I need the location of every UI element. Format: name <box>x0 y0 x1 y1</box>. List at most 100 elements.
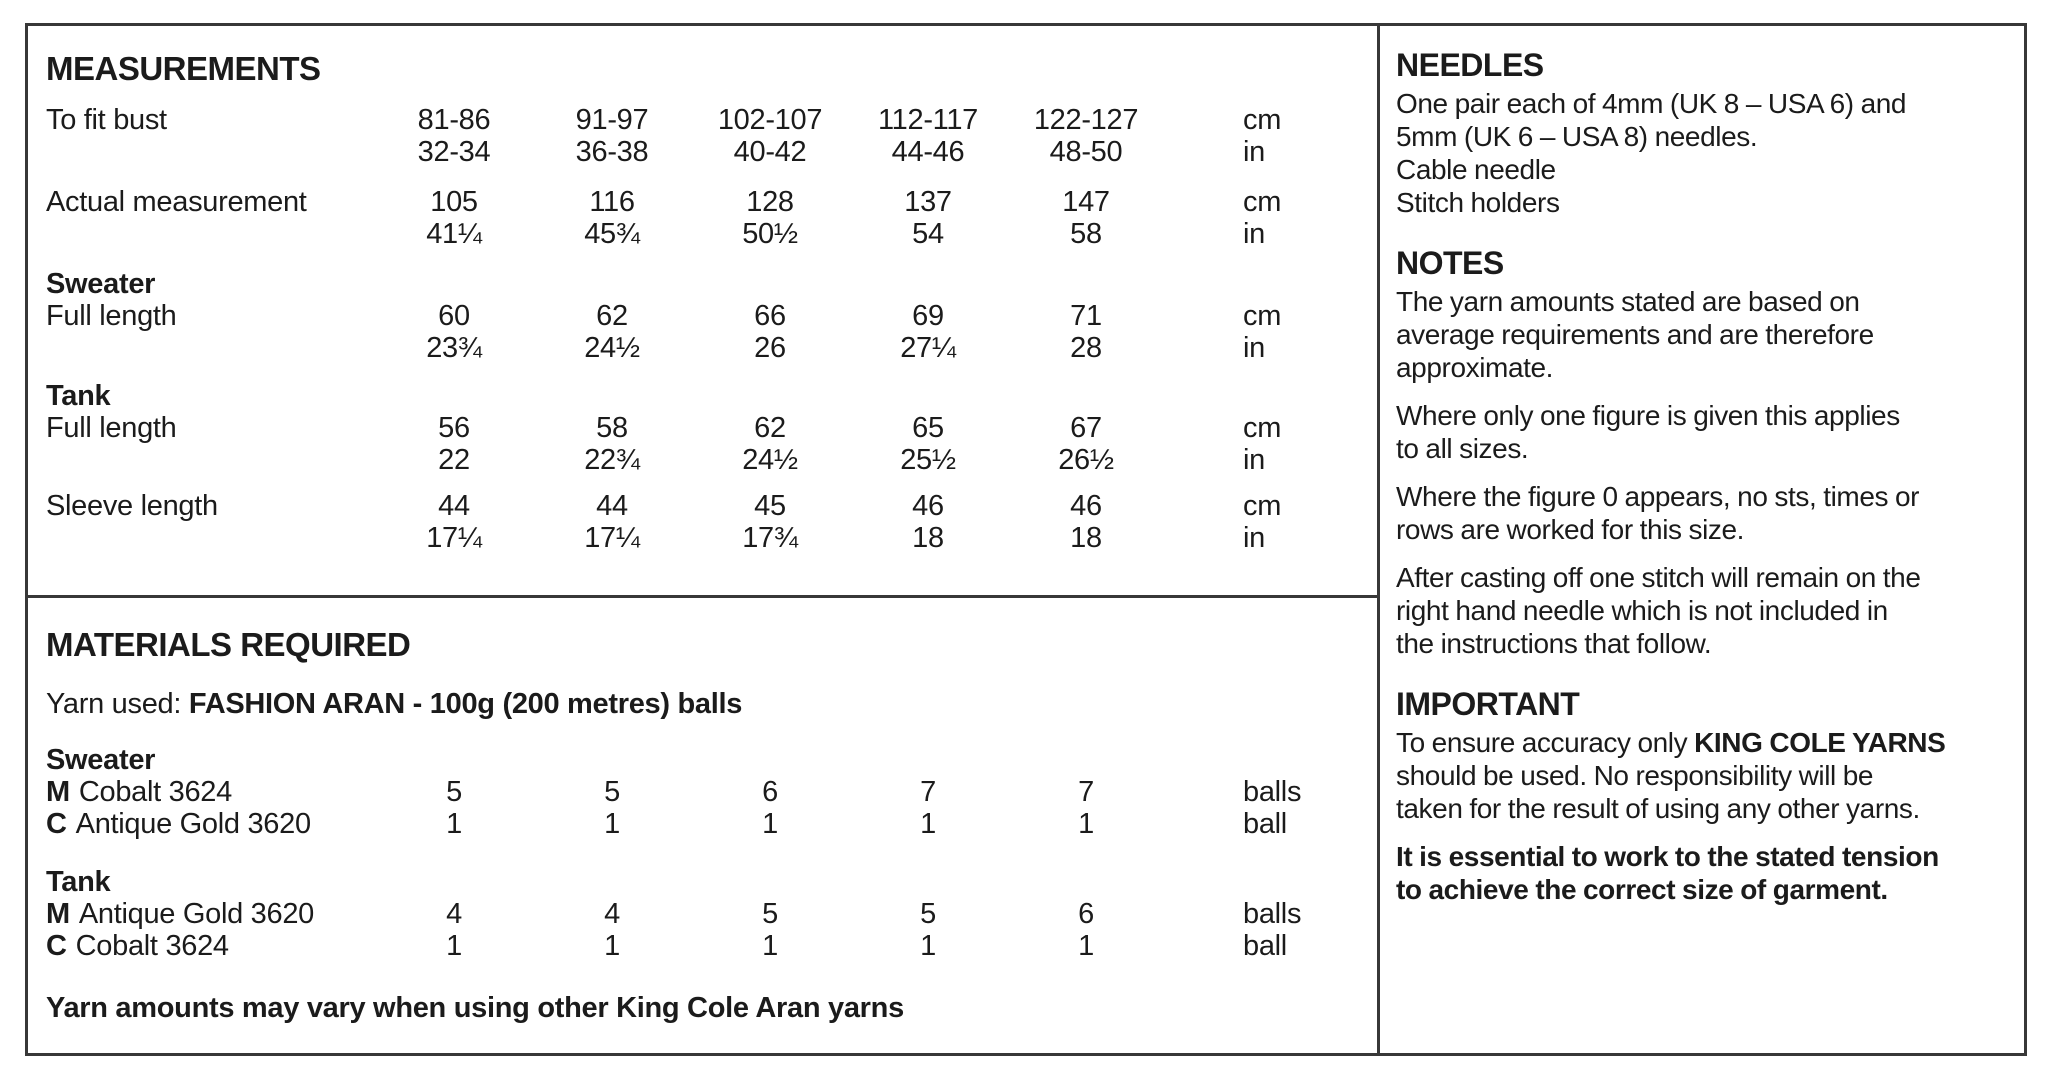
value-cell: 44 <box>438 490 470 522</box>
value-cell: 105 <box>430 186 478 218</box>
row-label-spacer <box>46 136 375 168</box>
materials-section: MATERIALS REQUIRED Yarn used: FASHION AR… <box>28 595 1377 1053</box>
yarn-code: C <box>46 808 67 840</box>
value-cell: 6 <box>762 776 778 808</box>
yarn-row-label: C Cobalt 3624 <box>46 930 375 962</box>
important-title: IMPORTANT <box>1396 686 1580 722</box>
measurement-line-cm: Actual measurement 105 116 128 137 147 c… <box>46 186 1377 218</box>
unit-label-in: in <box>1243 136 1265 168</box>
yarn-row-label: M Cobalt 3624 <box>46 776 375 808</box>
value-cell: 27¼ <box>900 332 956 364</box>
measurement-line-cm: Full length 60 62 66 69 71 cm <box>46 300 1377 332</box>
value-cell: 62 <box>754 412 786 444</box>
important-accuracy-paragraph: To ensure accuracy only KING COLE YARNS … <box>1396 726 2010 825</box>
notes-paragraph: Where the figure 0 appears, no sts, time… <box>1396 481 1920 545</box>
garment-subhead: Sweater <box>46 744 156 776</box>
value-cell: 5 <box>446 776 462 808</box>
row-label-spacer <box>46 218 375 250</box>
notes-paragraph: After casting off one stitch will remain… <box>1396 562 1921 659</box>
yarn-code: M <box>46 776 70 808</box>
measurement-line-in: 22 22¾ 24½ 25½ 26½ in <box>46 444 1377 476</box>
yarn-variation-footnote: Yarn amounts may vary when using other K… <box>46 992 904 1024</box>
measurement-row-tank-length: Tank Full length 56 58 62 65 67 cm 22 22… <box>46 380 1377 476</box>
value-cell: 1 <box>446 930 462 962</box>
value-cell: 1 <box>920 808 936 840</box>
measurement-row-actual: Actual measurement 105 116 128 137 147 c… <box>46 186 1377 250</box>
measurement-row-sweater-length: Sweater Full length 60 62 66 69 71 cm 23… <box>46 268 1377 364</box>
pattern-sheet-frame: MEASUREMENTS To fit bust 81-86 91-97 102… <box>25 23 2027 1056</box>
value-cell: 18 <box>912 522 944 554</box>
row-label-spacer <box>46 444 375 476</box>
value-cell: 67 <box>1070 412 1102 444</box>
info-pane: NEEDLES One pair each of 4mm (UK 8 – USA… <box>1377 26 2024 1053</box>
value-cell: 17¾ <box>742 522 798 554</box>
notes-paragraph: Where only one figure is given this appl… <box>1396 400 1900 464</box>
value-cell: 81-86 <box>417 104 491 136</box>
unit-label-in: in <box>1243 218 1265 250</box>
materials-row: C Antique Gold 3620 1 1 1 1 1 ball <box>46 808 1377 840</box>
value-cell: 71 <box>1070 300 1102 332</box>
value-cell: 45¾ <box>584 218 640 250</box>
unit-label-in: in <box>1243 522 1265 554</box>
yarn-shade-name: Cobalt 3624 <box>78 776 232 808</box>
unit-label-ball: ball <box>1243 930 1287 962</box>
value-cell: 102-107 <box>717 104 823 136</box>
measurements-title: MEASUREMENTS <box>46 50 321 87</box>
yarn-used-prefix: Yarn used: <box>46 688 189 720</box>
value-cell: 17¼ <box>584 522 640 554</box>
value-cell: 23¾ <box>426 332 482 364</box>
value-cell: 58 <box>596 412 628 444</box>
measurement-line-in: 17¼ 17¼ 17¾ 18 18 in <box>46 522 1377 554</box>
measurement-row-to-fit-bust: To fit bust 81-86 91-97 102-107 112-117 … <box>46 104 1377 168</box>
value-cell: 41¼ <box>426 218 482 250</box>
unit-label-balls: balls <box>1243 898 1302 930</box>
yarn-code: C <box>46 930 67 962</box>
row-label-spacer <box>46 522 375 554</box>
value-cell: 24½ <box>584 332 640 364</box>
value-cell: 147 <box>1062 186 1110 218</box>
yarn-used-line: Yarn used: FASHION ARAN - 100g (200 metr… <box>46 688 1377 720</box>
value-cell: 122-127 <box>1033 104 1139 136</box>
tension-note: It is essential to work to the stated te… <box>1396 841 1939 905</box>
measurement-line-cm: To fit bust 81-86 91-97 102-107 112-117 … <box>46 104 1377 136</box>
yarn-shade-name: Cobalt 3624 <box>75 930 229 962</box>
garment-subhead: Tank <box>46 380 111 412</box>
value-cell: 5 <box>762 898 778 930</box>
yarn-row-label: C Antique Gold 3620 <box>46 808 375 840</box>
value-cell: 44 <box>596 490 628 522</box>
unit-label-ball: ball <box>1243 808 1287 840</box>
notes-title: NOTES <box>1396 245 1504 281</box>
yarn-row-label: M Antique Gold 3620 <box>46 898 375 930</box>
measurement-line-in: 32-34 36-38 40-42 44-46 48-50 in <box>46 136 1377 168</box>
value-cell: 17¼ <box>426 522 482 554</box>
value-cell: 4 <box>446 898 462 930</box>
value-cell: 28 <box>1070 332 1102 364</box>
materials-title: MATERIALS REQUIRED <box>46 626 411 663</box>
value-cell: 66 <box>754 300 786 332</box>
value-cell: 26½ <box>1058 444 1114 476</box>
value-cell: 5 <box>920 898 936 930</box>
value-cell: 25½ <box>900 444 956 476</box>
value-cell: 18 <box>1070 522 1102 554</box>
value-cell: 50½ <box>742 218 798 250</box>
value-cell: 137 <box>904 186 952 218</box>
value-cell: 40-42 <box>733 136 807 168</box>
unit-label-cm: cm <box>1243 490 1282 522</box>
accuracy-prefix: To ensure accuracy only <box>1396 727 1695 758</box>
value-cell: 60 <box>438 300 470 332</box>
yarn-used-name: FASHION ARAN - 100g (200 metres) balls <box>188 688 743 720</box>
value-cell: 56 <box>438 412 470 444</box>
value-cell: 6 <box>1078 898 1094 930</box>
value-cell: 116 <box>589 186 635 218</box>
value-cell: 22¾ <box>584 444 640 476</box>
value-cell: 7 <box>920 776 936 808</box>
notes-paragraph: The yarn amounts stated are based on ave… <box>1396 286 1874 383</box>
measurements-section: MEASUREMENTS To fit bust 81-86 91-97 102… <box>28 26 1377 595</box>
row-label: Actual measurement <box>46 186 307 218</box>
value-cell: 1 <box>604 930 620 962</box>
value-cell: 24½ <box>742 444 798 476</box>
value-cell: 46 <box>912 490 944 522</box>
left-pane: MEASUREMENTS To fit bust 81-86 91-97 102… <box>28 26 1377 1053</box>
unit-label-in: in <box>1243 332 1265 364</box>
